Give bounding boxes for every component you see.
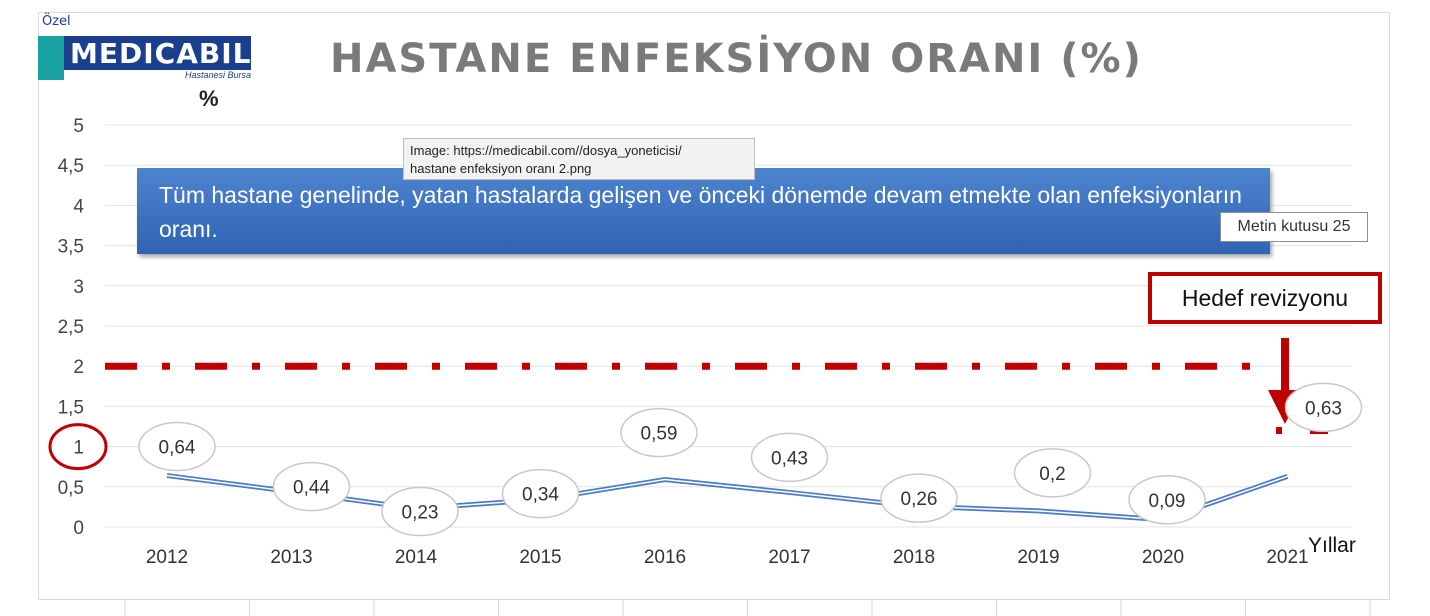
- y-tick-label: 3: [73, 277, 84, 298]
- data-label: 0,34: [522, 485, 559, 506]
- x-tick-label: 2012: [146, 547, 188, 568]
- data-label-bubble: [272, 461, 351, 512]
- data-label-bubble: [1128, 475, 1206, 525]
- x-tick-label: 2016: [644, 547, 686, 568]
- data-label-bubble: [880, 473, 958, 523]
- y-tick-label: 3,5: [58, 237, 84, 258]
- target-revision-note[interactable]: Hedef revizyonu: [1148, 272, 1382, 324]
- x-tick-label: 2019: [1017, 547, 1059, 568]
- y-tick-label: 2,5: [58, 317, 84, 338]
- data-label: 0,43: [771, 448, 808, 469]
- x-tick-label: 2021: [1266, 547, 1308, 568]
- logo-bar: [64, 36, 251, 70]
- textbox-name-label: Metin kutusu 25: [1220, 212, 1368, 242]
- data-label: 0,64: [159, 438, 196, 459]
- x-tick-label: 2017: [768, 547, 810, 568]
- data-label: 0,59: [641, 424, 678, 445]
- logo-accent: [38, 36, 64, 80]
- x-tick-label: 2020: [1142, 547, 1184, 568]
- data-label-bubble: [501, 468, 580, 519]
- y-axis-unit: %: [199, 86, 219, 111]
- data-label-bubble: [138, 421, 216, 472]
- data-label: 0,26: [901, 489, 938, 510]
- y-tick-label: 0,5: [58, 478, 84, 499]
- data-label: 0,09: [1149, 491, 1186, 512]
- x-tick-label: 2018: [893, 547, 935, 568]
- data-label-bubble: [620, 407, 698, 458]
- data-label-bubble: [1284, 382, 1363, 433]
- data-label: 0,23: [402, 503, 439, 524]
- x-tick-label: 2013: [270, 547, 312, 568]
- data-label-bubble: [750, 432, 829, 483]
- y-tick-label: 4: [73, 196, 84, 217]
- x-axis-label: Yıllar: [1308, 534, 1356, 557]
- description-box[interactable]: Tüm hastane genelinde, yatan hastalarda …: [137, 168, 1270, 254]
- tooltip-line-1: Image: https://medicabil.com//dosya_yone…: [410, 143, 682, 158]
- y-tick-label: 4,5: [58, 156, 84, 177]
- chart-title: HASTANE ENFEKSİYON ORANI (%): [330, 36, 1143, 82]
- hospital-logo: Özel MEDICABIL Hastanesi Bursa: [38, 14, 253, 84]
- data-label: 0,44: [293, 478, 330, 499]
- tooltip-line-2: hastane enfeksiyon oranı 2.png: [410, 161, 592, 176]
- data-label: 0,2: [1039, 464, 1065, 485]
- x-tick-label: 2014: [395, 547, 438, 568]
- logo-subtitle: Hastanesi Bursa: [184, 70, 251, 80]
- logo-prefix: Özel: [42, 14, 71, 29]
- data-label-bubble: [1013, 448, 1092, 498]
- y-tick-label: 5: [73, 116, 84, 137]
- y-tick-label: 0: [73, 518, 84, 539]
- y-tick-label: 1,5: [58, 397, 84, 418]
- y-tick-label: 1: [73, 438, 84, 459]
- highlighted-tick-circle: [48, 423, 108, 471]
- x-tick-label: 2015: [519, 547, 561, 568]
- data-label-bubble: [381, 486, 459, 537]
- series-line-highlight: [166, 474, 1288, 521]
- y-tick-label: 2: [73, 357, 84, 378]
- logo-name: MEDICABIL: [70, 37, 252, 70]
- data-label: 0,63: [1305, 398, 1342, 419]
- image-tooltip: Image: https://medicabil.com//dosya_yone…: [403, 138, 755, 180]
